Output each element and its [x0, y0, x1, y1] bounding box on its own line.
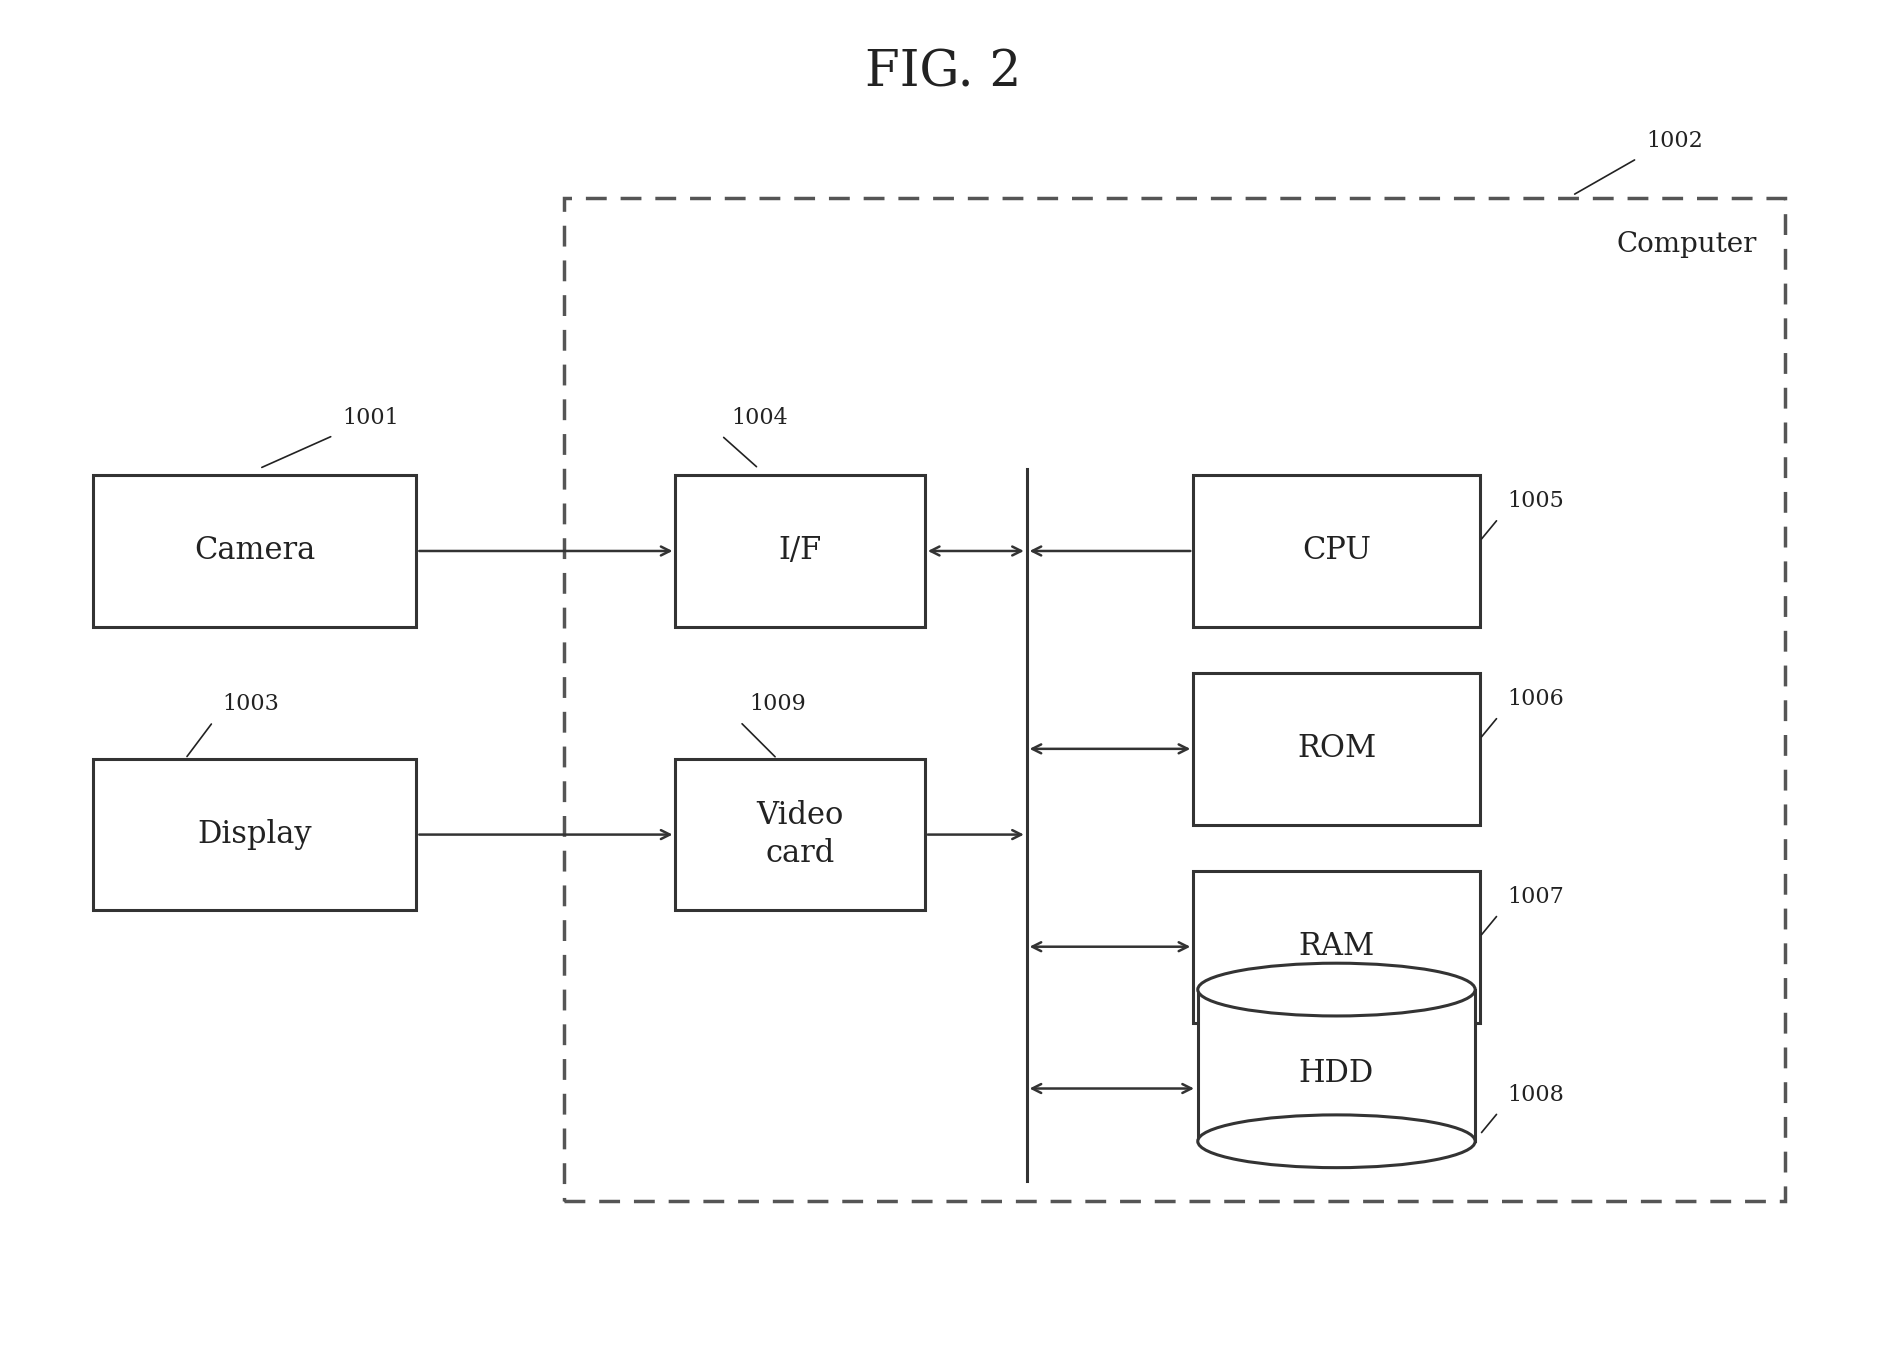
Text: CPU: CPU	[1302, 536, 1372, 567]
Bar	[1193, 673, 1479, 825]
Bar	[676, 759, 925, 910]
Text: 1008: 1008	[1508, 1084, 1564, 1105]
Ellipse shape	[1198, 1114, 1476, 1168]
Bar	[1193, 475, 1479, 627]
Text: 1005: 1005	[1508, 490, 1564, 511]
Text: 1002: 1002	[1645, 131, 1702, 152]
Text: 1006: 1006	[1508, 688, 1564, 709]
Text: RAM: RAM	[1298, 931, 1374, 962]
Text: Video
card: Video card	[757, 800, 843, 870]
Text: 1003: 1003	[223, 693, 279, 715]
Bar	[92, 759, 417, 910]
Text: Camera: Camera	[194, 536, 315, 567]
Text: 1007: 1007	[1508, 886, 1564, 907]
Text: Computer: Computer	[1617, 232, 1757, 258]
Bar	[92, 475, 417, 627]
Text: FIG. 2: FIG. 2	[866, 48, 1021, 97]
Text: Display: Display	[198, 820, 311, 851]
Ellipse shape	[1198, 964, 1476, 1016]
Bar	[1193, 871, 1479, 1023]
Text: 1004: 1004	[730, 406, 787, 429]
Bar	[564, 198, 1785, 1201]
Bar	[676, 475, 925, 627]
Text: I/F: I/F	[779, 536, 823, 567]
Bar	[1198, 989, 1476, 1141]
Text: ROM: ROM	[1296, 734, 1376, 765]
Text: HDD: HDD	[1298, 1058, 1374, 1089]
Text: 1001: 1001	[343, 406, 400, 429]
Text: 1009: 1009	[749, 693, 806, 715]
